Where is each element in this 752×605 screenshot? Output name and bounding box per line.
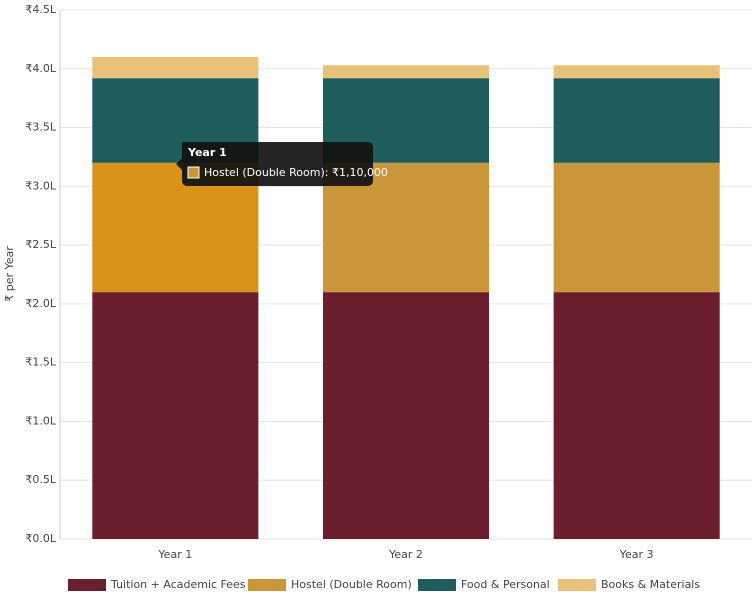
y-tick-label: ₹1.0L [25, 414, 56, 427]
y-axis-title: ₹ per Year [3, 246, 16, 302]
legend-swatch [558, 579, 596, 591]
legend-swatch [418, 579, 456, 591]
x-tick-label: Year 3 [619, 548, 654, 561]
bar-segment [553, 65, 720, 79]
y-tick-label: ₹3.5L [25, 121, 56, 134]
y-tick-label: ₹3.0L [25, 179, 56, 192]
legend-swatch [248, 579, 286, 591]
bar-segment [92, 57, 259, 79]
tooltip-title: Year 1 [187, 146, 227, 159]
x-tick-label: Year 2 [388, 548, 423, 561]
legend-label: Books & Materials [601, 578, 700, 591]
tooltip-box [176, 142, 373, 186]
bar-segment [553, 292, 720, 539]
y-tick-label: ₹4.0L [25, 62, 56, 75]
legend-label: Hostel (Double Room) [291, 578, 412, 591]
bar-segment [92, 292, 259, 539]
bar-segment [322, 292, 490, 539]
y-tick-label: ₹0.0L [25, 532, 56, 545]
y-tick-label: ₹4.5L [25, 3, 56, 16]
y-tick-label: ₹2.5L [25, 238, 56, 251]
tooltip: Year 1 Hostel (Double Room): ₹1,10,000 [176, 142, 388, 186]
legend-label: Tuition + Academic Fees [110, 578, 246, 591]
legend-swatch [68, 579, 106, 591]
y-tick-label: ₹2.0L [25, 297, 56, 310]
tooltip-swatch [187, 166, 200, 179]
tooltip-text: Hostel (Double Room): ₹1,10,000 [204, 166, 388, 179]
y-tick-label: ₹0.5L [25, 473, 56, 486]
x-tick-label: Year 1 [157, 548, 192, 561]
legend-label: Food & Personal [461, 578, 550, 591]
y-tick-label: ₹1.5L [25, 356, 56, 369]
bar-segment [553, 162, 720, 293]
bar-segment [322, 65, 490, 79]
bar-segment [553, 78, 720, 163]
